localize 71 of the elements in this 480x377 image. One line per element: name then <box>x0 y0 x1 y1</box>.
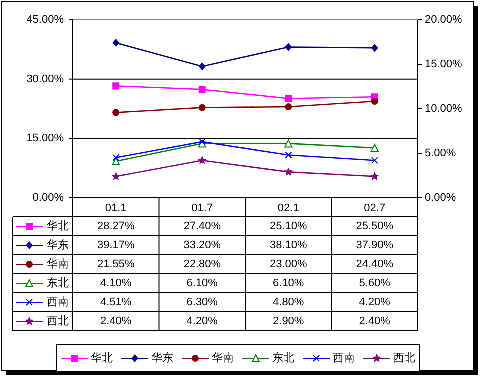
y2-tick-label: 5.00% <box>425 148 456 160</box>
text: 东北 <box>272 352 294 364</box>
y-tick-label: 15.00% <box>26 132 64 145</box>
x-tick-label: 02.1 <box>278 202 300 214</box>
point <box>285 95 292 102</box>
y-tick-label: 30.00% <box>26 73 64 86</box>
point <box>112 154 120 162</box>
data-label: 6.10% <box>273 278 304 290</box>
data-label: 22.80% <box>184 258 222 270</box>
point <box>370 172 380 180</box>
data-label: 33.20% <box>184 240 222 252</box>
text: 华东 <box>152 352 174 364</box>
data-label: 23.00% <box>270 258 308 270</box>
point <box>112 172 120 180</box>
y2-tick-label: 15.00% <box>425 58 463 70</box>
y2-tick-label: 20.00% <box>425 14 463 26</box>
point <box>198 86 206 94</box>
data-label: 5.60% <box>359 278 391 290</box>
data-label: 25.50% <box>356 220 394 232</box>
data-label: 27.40% <box>184 220 222 232</box>
y2-tick-label: 0.00% <box>425 192 456 204</box>
data-label: 38.10% <box>270 240 308 252</box>
text: 西北 <box>394 352 416 364</box>
point <box>284 140 293 148</box>
point <box>371 157 378 164</box>
point <box>285 43 292 52</box>
data-label: 4.10% <box>100 278 132 290</box>
legend-label: 华东 <box>47 238 69 252</box>
x-tick-label: 01.1 <box>105 202 127 214</box>
point <box>112 82 120 90</box>
point <box>371 44 378 52</box>
data-label: 2.90% <box>273 316 304 328</box>
legend-label: 西南 <box>47 296 69 308</box>
text: 华南 <box>212 352 234 364</box>
point <box>285 152 292 159</box>
data-label: 6.10% <box>186 278 218 290</box>
point <box>112 109 120 116</box>
data-label: 21.55% <box>97 258 135 270</box>
legend-label: 华北 <box>47 220 69 232</box>
data-label: 4.80% <box>273 296 304 308</box>
data-label: 2.40% <box>100 316 132 328</box>
legend-label: 东北 <box>47 276 69 290</box>
data-label: 2.40% <box>359 316 391 328</box>
y-tick-label: 45.00% <box>26 14 64 26</box>
x-tick-label: 01.7 <box>192 202 214 214</box>
x-tick-label: 02.7 <box>364 202 386 214</box>
data-label: 25.10% <box>270 220 308 232</box>
point <box>198 138 206 146</box>
point <box>112 158 120 166</box>
point <box>198 62 206 71</box>
point <box>112 39 120 48</box>
point <box>370 144 379 152</box>
legend-label: 西北 <box>47 314 69 328</box>
data-label: 28.27% <box>97 220 135 232</box>
data-label: 4.20% <box>186 316 218 328</box>
data-label: 24.40% <box>356 258 394 270</box>
data-label: 39.17% <box>97 240 135 252</box>
data-label: 4.51% <box>100 296 132 308</box>
data-label: 6.30% <box>186 296 218 308</box>
point <box>284 168 293 176</box>
point <box>371 98 378 105</box>
point <box>198 156 207 164</box>
legend-label: 华南 <box>47 258 69 270</box>
text: 西南 <box>333 352 355 364</box>
point <box>285 104 292 111</box>
data-label: 4.20% <box>359 296 391 308</box>
point <box>198 104 206 112</box>
data-label: 37.90% <box>356 240 394 252</box>
text: 华北 <box>91 352 113 364</box>
y-tick-label: 0.00% <box>32 192 64 204</box>
y2-tick-label: 10.00% <box>425 103 463 115</box>
